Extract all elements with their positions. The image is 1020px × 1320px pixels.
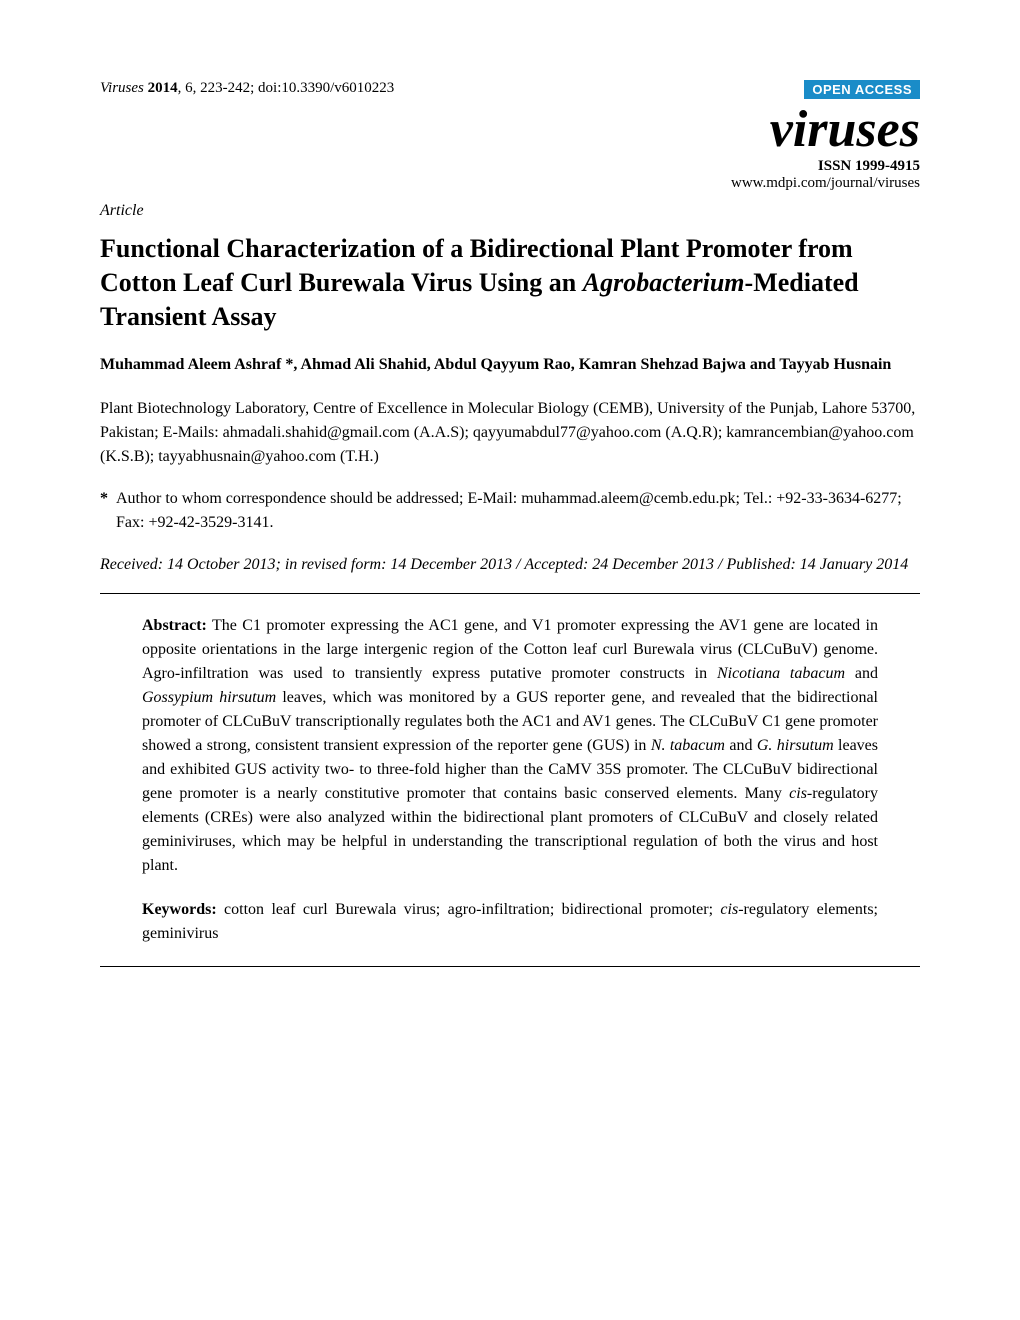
title-italic: Agrobacterium xyxy=(583,268,745,297)
abstract-i5: cis xyxy=(789,785,807,802)
keywords-i1: cis xyxy=(720,901,738,918)
article-type: Article xyxy=(100,202,920,220)
citation-journal: Viruses xyxy=(100,80,144,96)
correspondence-asterisk: * xyxy=(100,487,108,535)
abstract-section: Abstract: The C1 promoter expressing the… xyxy=(100,594,920,966)
abstract-i2: Gossypium hirsutum xyxy=(142,689,276,706)
citation-rest: , 6, 223-242; doi:10.3390/v6010223 xyxy=(178,80,395,96)
keywords: Keywords: cotton leaf curl Burewala viru… xyxy=(142,898,878,946)
correspondence: * Author to whom correspondence should b… xyxy=(100,487,920,535)
open-access-badge: OPEN ACCESS xyxy=(804,80,920,99)
abstract-p2: and xyxy=(845,665,878,682)
abstract-i4: G. hirsutum xyxy=(757,737,834,754)
authors: Muhammad Aleem Ashraf *, Ahmad Ali Shahi… xyxy=(100,353,920,377)
journal-logo: viruses xyxy=(731,104,920,156)
citation-year: 2014 xyxy=(148,80,178,96)
affiliation: Plant Biotechnology Laboratory, Centre o… xyxy=(100,397,920,469)
keywords-p1: cotton leaf curl Burewala virus; agro-in… xyxy=(217,901,721,918)
divider-bottom xyxy=(100,966,920,967)
article-title: Functional Characterization of a Bidirec… xyxy=(100,232,920,333)
abstract-label: Abstract: xyxy=(142,617,207,634)
correspondence-text: Author to whom correspondence should be … xyxy=(116,487,920,535)
journal-url: www.mdpi.com/journal/viruses xyxy=(731,175,920,192)
issn: ISSN 1999-4915 xyxy=(731,158,920,175)
abstract: Abstract: The C1 promoter expressing the… xyxy=(142,614,878,878)
dates: Received: 14 October 2013; in revised fo… xyxy=(100,553,920,577)
header-row: Viruses 2014, 6, 223-242; doi:10.3390/v6… xyxy=(100,80,920,192)
citation: Viruses 2014, 6, 223-242; doi:10.3390/v6… xyxy=(100,80,394,97)
abstract-i1: Nicotiana tabacum xyxy=(717,665,845,682)
abstract-i3: N. tabacum xyxy=(651,737,725,754)
right-header: OPEN ACCESS viruses ISSN 1999-4915 www.m… xyxy=(731,80,920,192)
abstract-p4: and xyxy=(725,737,757,754)
keywords-label: Keywords: xyxy=(142,901,217,918)
